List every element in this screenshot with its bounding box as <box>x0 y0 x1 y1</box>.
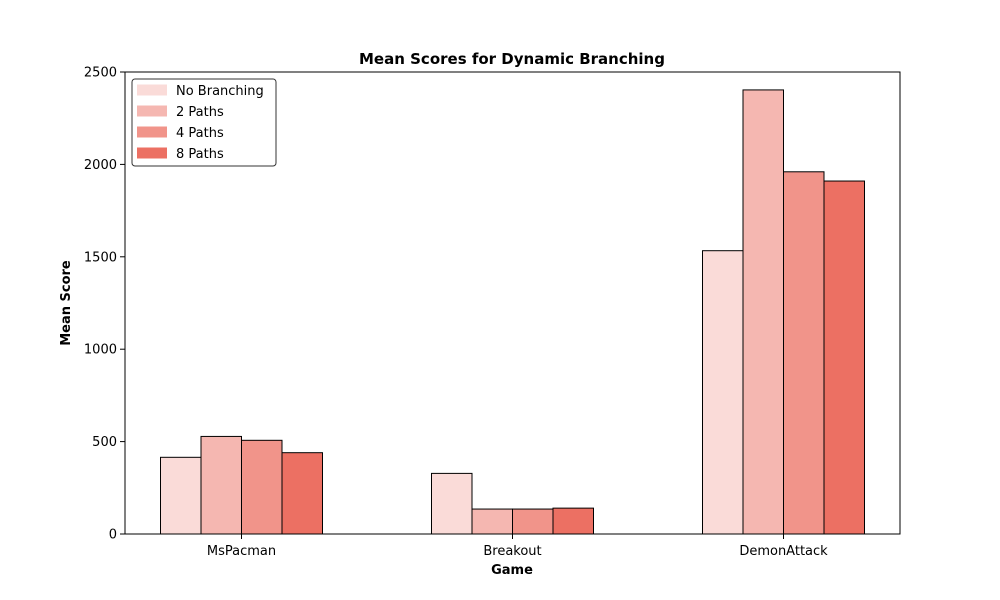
chart-title: Mean Scores for Dynamic Branching <box>359 50 665 68</box>
legend-label: No Branching <box>176 84 264 99</box>
x-axis-label: Game <box>491 563 533 578</box>
bar-demonattack-series-3 <box>783 171 825 535</box>
legend-label: 2 Paths <box>176 105 224 120</box>
bar-breakout-series-4 <box>552 507 594 535</box>
legend-swatch <box>137 84 167 96</box>
bar-breakout-series-3 <box>512 508 554 535</box>
bar-demonattack-series-1 <box>702 250 744 535</box>
legend-swatch <box>137 147 167 159</box>
legend-swatch <box>137 105 167 117</box>
bar-demonattack-series-4 <box>823 180 865 535</box>
bar-mspacman-series-2 <box>200 435 242 535</box>
y-tick-label: 1500 <box>84 250 117 265</box>
x-axis: MsPacman Breakout DemonAttack <box>207 534 828 559</box>
legend-label: 8 Paths <box>176 147 224 162</box>
legend-swatch <box>137 126 167 138</box>
bar-mspacman-series-4 <box>281 452 323 535</box>
bar-demonattack-series-2 <box>742 89 784 535</box>
x-tick-label: MsPacman <box>207 544 276 559</box>
y-axis: 0 500 1000 1500 2000 2500 <box>84 66 125 543</box>
y-tick-label: 0 <box>109 528 117 543</box>
bar-breakout-series-2 <box>471 508 513 535</box>
y-tick-label: 500 <box>92 435 117 450</box>
bars-group <box>160 89 865 535</box>
legend-label: 4 Paths <box>176 126 224 141</box>
x-tick-label: DemonAttack <box>739 544 828 559</box>
bar-mspacman-series-1 <box>160 456 202 535</box>
bar-mspacman-series-3 <box>241 439 283 535</box>
legend-frame <box>131 78 277 167</box>
y-tick-label: 1000 <box>84 343 117 358</box>
y-tick-label: 2000 <box>84 158 117 173</box>
y-tick-label: 2500 <box>84 66 117 81</box>
bar-breakout-series-1 <box>431 472 473 535</box>
y-axis-label: Mean Score <box>59 260 74 346</box>
legend: No Branching 2 Paths 4 Paths 8 Paths <box>131 78 277 167</box>
x-tick-label: Breakout <box>483 544 541 559</box>
